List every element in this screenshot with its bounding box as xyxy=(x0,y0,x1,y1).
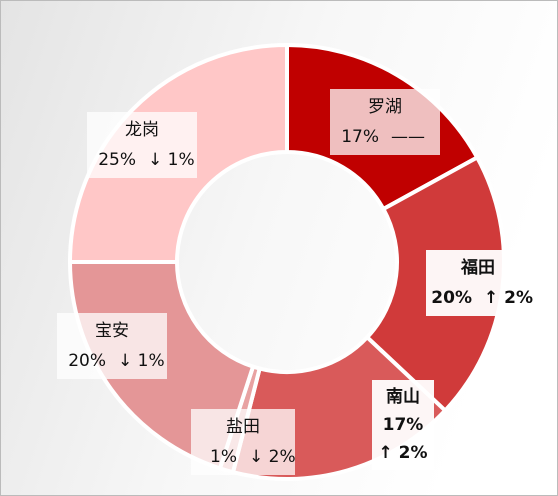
label-change: ↑ 2% xyxy=(378,443,427,463)
label-change: ↓ 1% xyxy=(118,351,165,371)
label-name: 罗湖 xyxy=(368,97,402,117)
label-value: 1% xyxy=(210,447,237,467)
label-box xyxy=(87,112,197,178)
data-label: 罗湖 17% —— xyxy=(330,89,440,155)
label-change: ↓ 2% xyxy=(249,447,296,467)
label-name: 南山 xyxy=(386,386,420,407)
label-change: —— xyxy=(391,127,425,147)
data-label: 龙岗 25% ↓ 1% xyxy=(87,112,197,178)
label-value: 17% xyxy=(341,127,379,147)
label-value: 20% xyxy=(431,288,472,308)
data-label: 宝安 20% ↓ 1% xyxy=(57,313,167,379)
label-change: ↓ 1% xyxy=(148,150,195,170)
data-label: 福田 20% ↑ 2% xyxy=(426,250,533,316)
label-box xyxy=(372,380,434,470)
label-box xyxy=(57,313,167,379)
label-name: 福田 xyxy=(460,257,495,278)
label-box xyxy=(426,250,530,316)
label-name: 龙岗 xyxy=(125,120,159,140)
label-name: 宝安 xyxy=(95,321,129,341)
label-name: 盐田 xyxy=(226,417,260,437)
label-value: 25% xyxy=(98,150,136,170)
label-value: 20% xyxy=(68,351,106,371)
label-value: 17% xyxy=(383,415,424,435)
label-change: ↑ 2% xyxy=(484,288,533,308)
data-label: 盐田 1% ↓ 2% xyxy=(191,409,296,475)
label-box xyxy=(330,89,440,155)
data-label: 南山 17% ↑ 2% xyxy=(372,380,434,470)
label-box xyxy=(191,409,295,475)
